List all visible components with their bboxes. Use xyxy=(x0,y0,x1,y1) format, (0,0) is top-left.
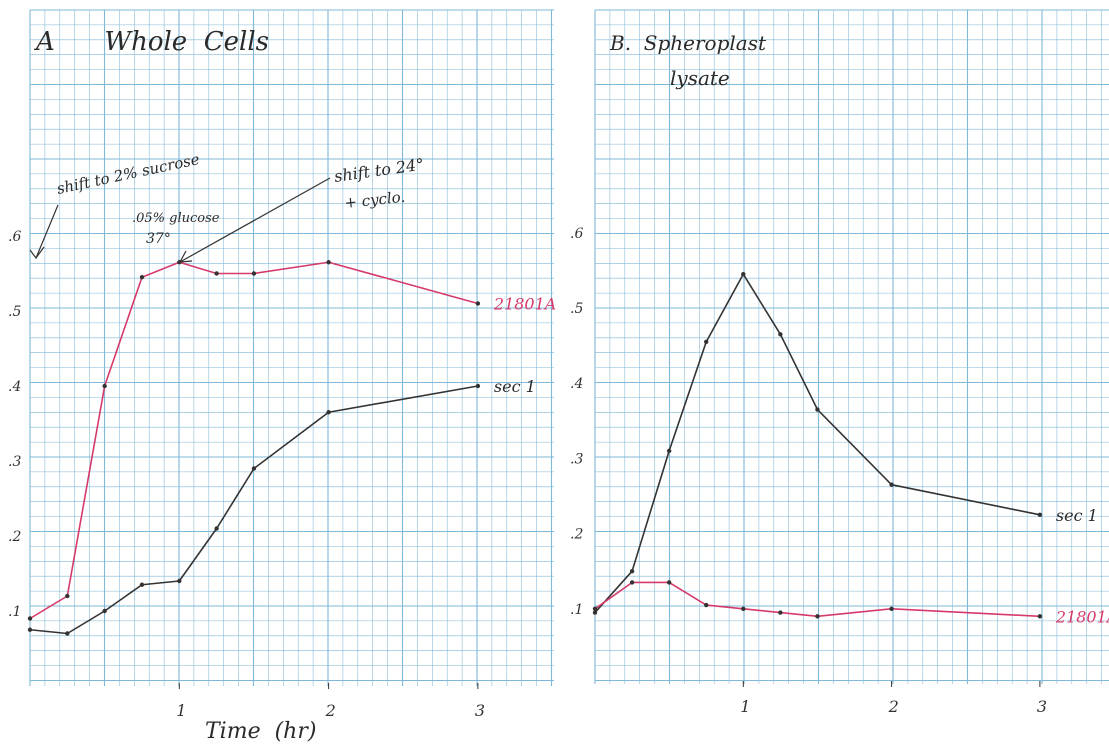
x-tick-label: 2 xyxy=(325,701,336,720)
y-tick-label: .1 xyxy=(570,602,583,618)
data-point xyxy=(65,593,70,599)
data-point xyxy=(704,339,709,345)
x-tick-label: 3 xyxy=(475,701,485,720)
y-tick-label: .2 xyxy=(570,527,583,543)
y-tick-label: .2 xyxy=(8,529,21,545)
data-point xyxy=(889,606,894,611)
data-point xyxy=(1037,614,1043,619)
panel-a-series: 21801A sec 1 xyxy=(27,260,556,636)
panel-b-subtitle: lysate xyxy=(670,66,730,90)
data-point xyxy=(177,578,182,584)
data-point xyxy=(27,616,33,621)
data-point xyxy=(741,271,746,277)
data-point xyxy=(139,275,145,280)
y-tick-label: .4 xyxy=(8,379,21,395)
series-label: 21801A xyxy=(1055,607,1109,626)
panel-a-title: A Whole Cells xyxy=(34,27,269,57)
data-point xyxy=(102,383,107,389)
data-point xyxy=(629,569,635,574)
y-tick-label: .5 xyxy=(570,301,583,317)
data-point xyxy=(815,614,820,619)
x-tick-label: 2 xyxy=(888,697,899,716)
x-tick-label: 1 xyxy=(740,697,750,716)
panel-b-title: B. Spheroplast xyxy=(609,31,767,55)
data-point xyxy=(65,631,70,636)
x-tick-label: 3 xyxy=(1037,697,1047,716)
y-tick-label: .4 xyxy=(570,376,583,392)
y-tick-label: .6 xyxy=(8,229,21,245)
data-point xyxy=(666,448,672,454)
data-point xyxy=(251,271,257,276)
data-point xyxy=(889,482,894,487)
data-point xyxy=(251,466,257,471)
y-tick-label: .6 xyxy=(570,226,583,242)
annotation-arrow-1 xyxy=(35,204,59,259)
data-point xyxy=(778,610,783,615)
y-tick-label: .5 xyxy=(8,304,21,320)
data-point xyxy=(475,301,481,306)
paper-background xyxy=(30,10,554,686)
data-point xyxy=(326,410,331,415)
data-point xyxy=(704,602,709,608)
data-point xyxy=(741,606,746,611)
panel-a-axes: 1 2 3 .1 .2 .3 .4 .5 .6 xyxy=(8,229,485,720)
y-tick-label: .3 xyxy=(8,454,21,470)
data-point xyxy=(592,606,598,611)
data-point xyxy=(778,332,783,337)
series-label: sec 1 xyxy=(1056,506,1098,525)
annotation-line-3: 37° xyxy=(146,231,171,247)
data-point xyxy=(214,271,219,276)
paper-background xyxy=(595,10,1109,684)
data-point xyxy=(102,608,107,614)
annotation-line-2: .05% glucose xyxy=(132,211,220,226)
series-label: sec 1 xyxy=(494,377,536,396)
data-point xyxy=(666,580,672,585)
panel-b-series: sec 1 21801A xyxy=(592,271,1109,626)
data-point xyxy=(475,383,481,389)
x-tick-label: 1 xyxy=(176,701,186,720)
data-point xyxy=(214,526,219,531)
data-point xyxy=(1037,512,1043,517)
data-point xyxy=(592,610,598,615)
series-label: 21801A xyxy=(493,295,556,314)
data-point xyxy=(815,407,820,412)
data-point xyxy=(629,580,635,585)
data-point xyxy=(27,627,33,632)
annotation-arrow-2 xyxy=(179,177,331,263)
data-point xyxy=(326,260,331,265)
y-tick-label: .3 xyxy=(570,451,583,467)
panel-a-graph-paper xyxy=(29,9,554,686)
annotation-arrowhead-1 xyxy=(29,246,45,260)
data-point xyxy=(177,260,182,265)
y-tick-label: .1 xyxy=(8,604,21,620)
panel-a-xlabel: Time (hr) xyxy=(205,719,316,744)
panel-b-axes: 1 2 3 .1 .2 .3 .4 .5 .6 xyxy=(570,226,1047,716)
data-point xyxy=(139,582,145,587)
panel-b-graph-paper xyxy=(594,9,1109,684)
